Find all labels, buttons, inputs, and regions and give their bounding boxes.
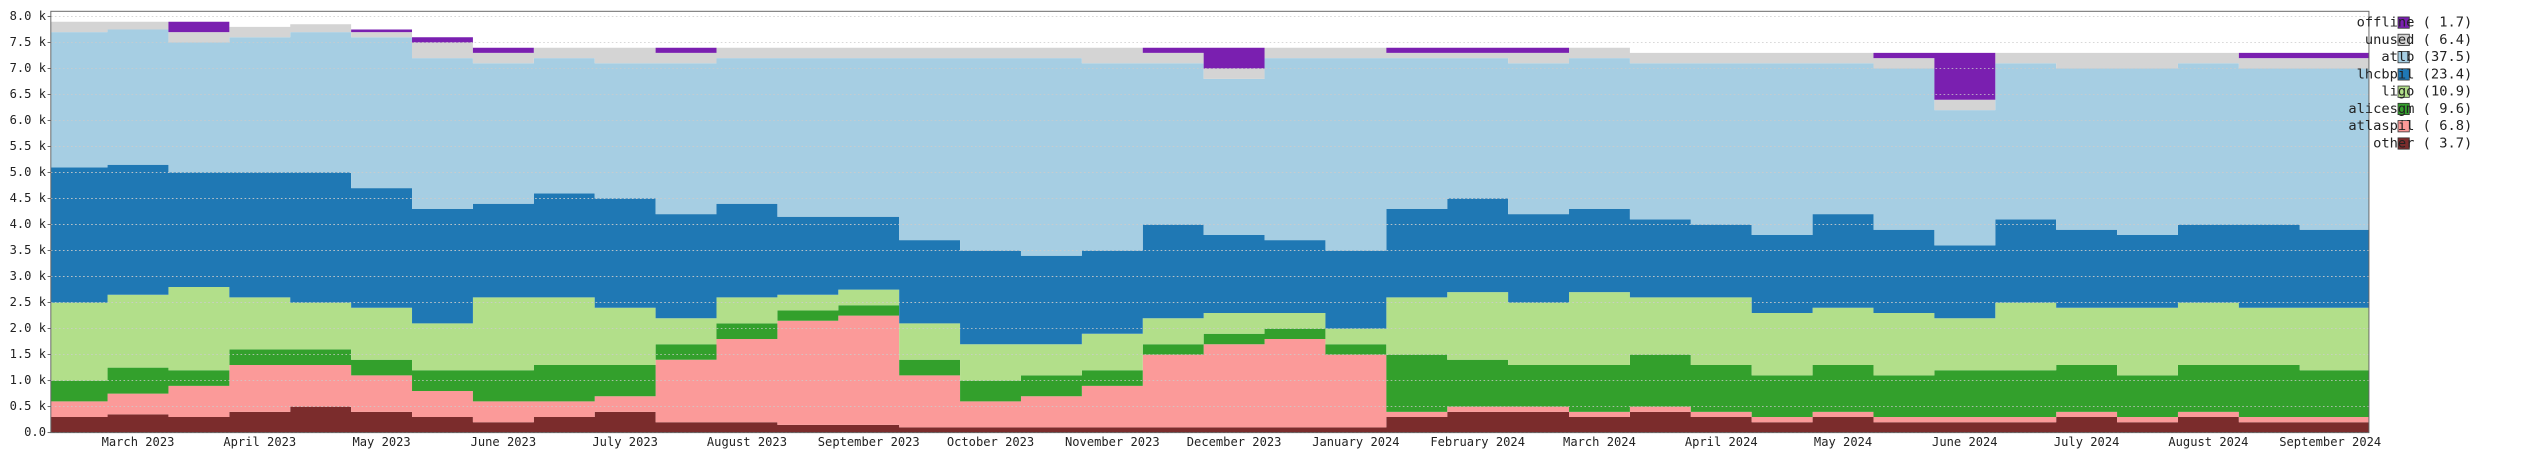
x-tick-label: January 2024 xyxy=(1312,435,1399,449)
area-series xyxy=(50,406,2369,433)
plot-frame xyxy=(50,10,2370,434)
x-tick-label: June 2023 xyxy=(471,435,537,449)
x-tick-label: December 2023 xyxy=(1187,435,1282,449)
legend-swatch xyxy=(2397,33,2410,46)
x-tick-label: March 2023 xyxy=(102,435,175,449)
legend-swatch xyxy=(2397,68,2410,81)
legend-swatch xyxy=(2397,51,2410,64)
y-tick-label: 6.5 k xyxy=(10,87,47,101)
y-tick-label: 2.0 k xyxy=(10,321,47,335)
legend-swatch xyxy=(2397,102,2410,116)
y-tick-label: 5.5 k xyxy=(10,139,47,153)
area-series xyxy=(50,21,2369,111)
x-tick-label: June 2024 xyxy=(1932,435,1998,449)
area-series xyxy=(50,305,2369,418)
legend-label: atlaspil ( 6.8) xyxy=(2348,118,2472,134)
y-tick-label: 2.5 k xyxy=(10,295,47,309)
y-tick-label: 6.0 k xyxy=(10,113,47,127)
area-series xyxy=(50,29,2369,256)
x-tick-label: October 2023 xyxy=(947,435,1034,449)
x-tick-label: April 2023 xyxy=(223,435,296,449)
legend-swatch xyxy=(2397,16,2410,29)
area-series xyxy=(50,286,2369,381)
x-tick-label: May 2024 xyxy=(1814,435,1872,449)
x-tick-label: August 2024 xyxy=(2168,435,2248,449)
area-series xyxy=(50,164,2369,345)
area-series xyxy=(50,315,2369,428)
y-tick-label: 5.0 k xyxy=(10,165,47,179)
x-tick-label: April 2024 xyxy=(1685,435,1758,449)
y-tick-label: 7.5 k xyxy=(10,35,47,49)
x-tick-label: February 2024 xyxy=(1430,435,1525,449)
y-tick-label: 1.5 k xyxy=(10,347,47,361)
x-tick-label: March 2024 xyxy=(1563,435,1636,449)
x-tick-label: August 2023 xyxy=(707,435,787,449)
legend-label: atlb (37.5) xyxy=(2381,49,2472,65)
x-tick-label: July 2023 xyxy=(592,435,658,449)
legend-swatch xyxy=(2397,85,2410,98)
x-tick-label: November 2023 xyxy=(1065,435,1160,449)
x-tick-label: September 2024 xyxy=(2279,435,2381,449)
legend-label: ligo (10.9) xyxy=(2381,84,2472,100)
y-tick-label: 4.5 k xyxy=(10,191,47,205)
area-series xyxy=(50,21,2369,100)
y-tick-label: 3.5 k xyxy=(10,243,47,257)
y-tick-label: 7.0 k xyxy=(10,61,47,75)
legend-label: alicesgm ( 9.6) xyxy=(2348,101,2472,117)
y-tick-label: 4.0 k xyxy=(10,217,47,231)
legend-label: unused ( 6.4) xyxy=(2365,32,2472,48)
y-tick-label: 0.0 xyxy=(24,425,46,439)
y-tick-label: 1.0 k xyxy=(10,373,47,387)
legend-swatch xyxy=(2397,137,2410,150)
x-tick-label: September 2023 xyxy=(818,435,920,449)
y-tick-label: 3.0 k xyxy=(10,269,47,283)
x-tick-label: May 2023 xyxy=(352,435,410,449)
y-tick-label: 0.5 k xyxy=(10,399,47,413)
y-tick-label: 8.0 k xyxy=(10,9,47,23)
legend-label: lhcbpil (23.4) xyxy=(2357,66,2473,82)
legend-label: other ( 3.7) xyxy=(2373,136,2472,152)
legend-label: offline ( 1.7) xyxy=(2357,15,2473,31)
x-tick-label: July 2024 xyxy=(2054,435,2120,449)
legend-swatch xyxy=(2397,120,2410,133)
